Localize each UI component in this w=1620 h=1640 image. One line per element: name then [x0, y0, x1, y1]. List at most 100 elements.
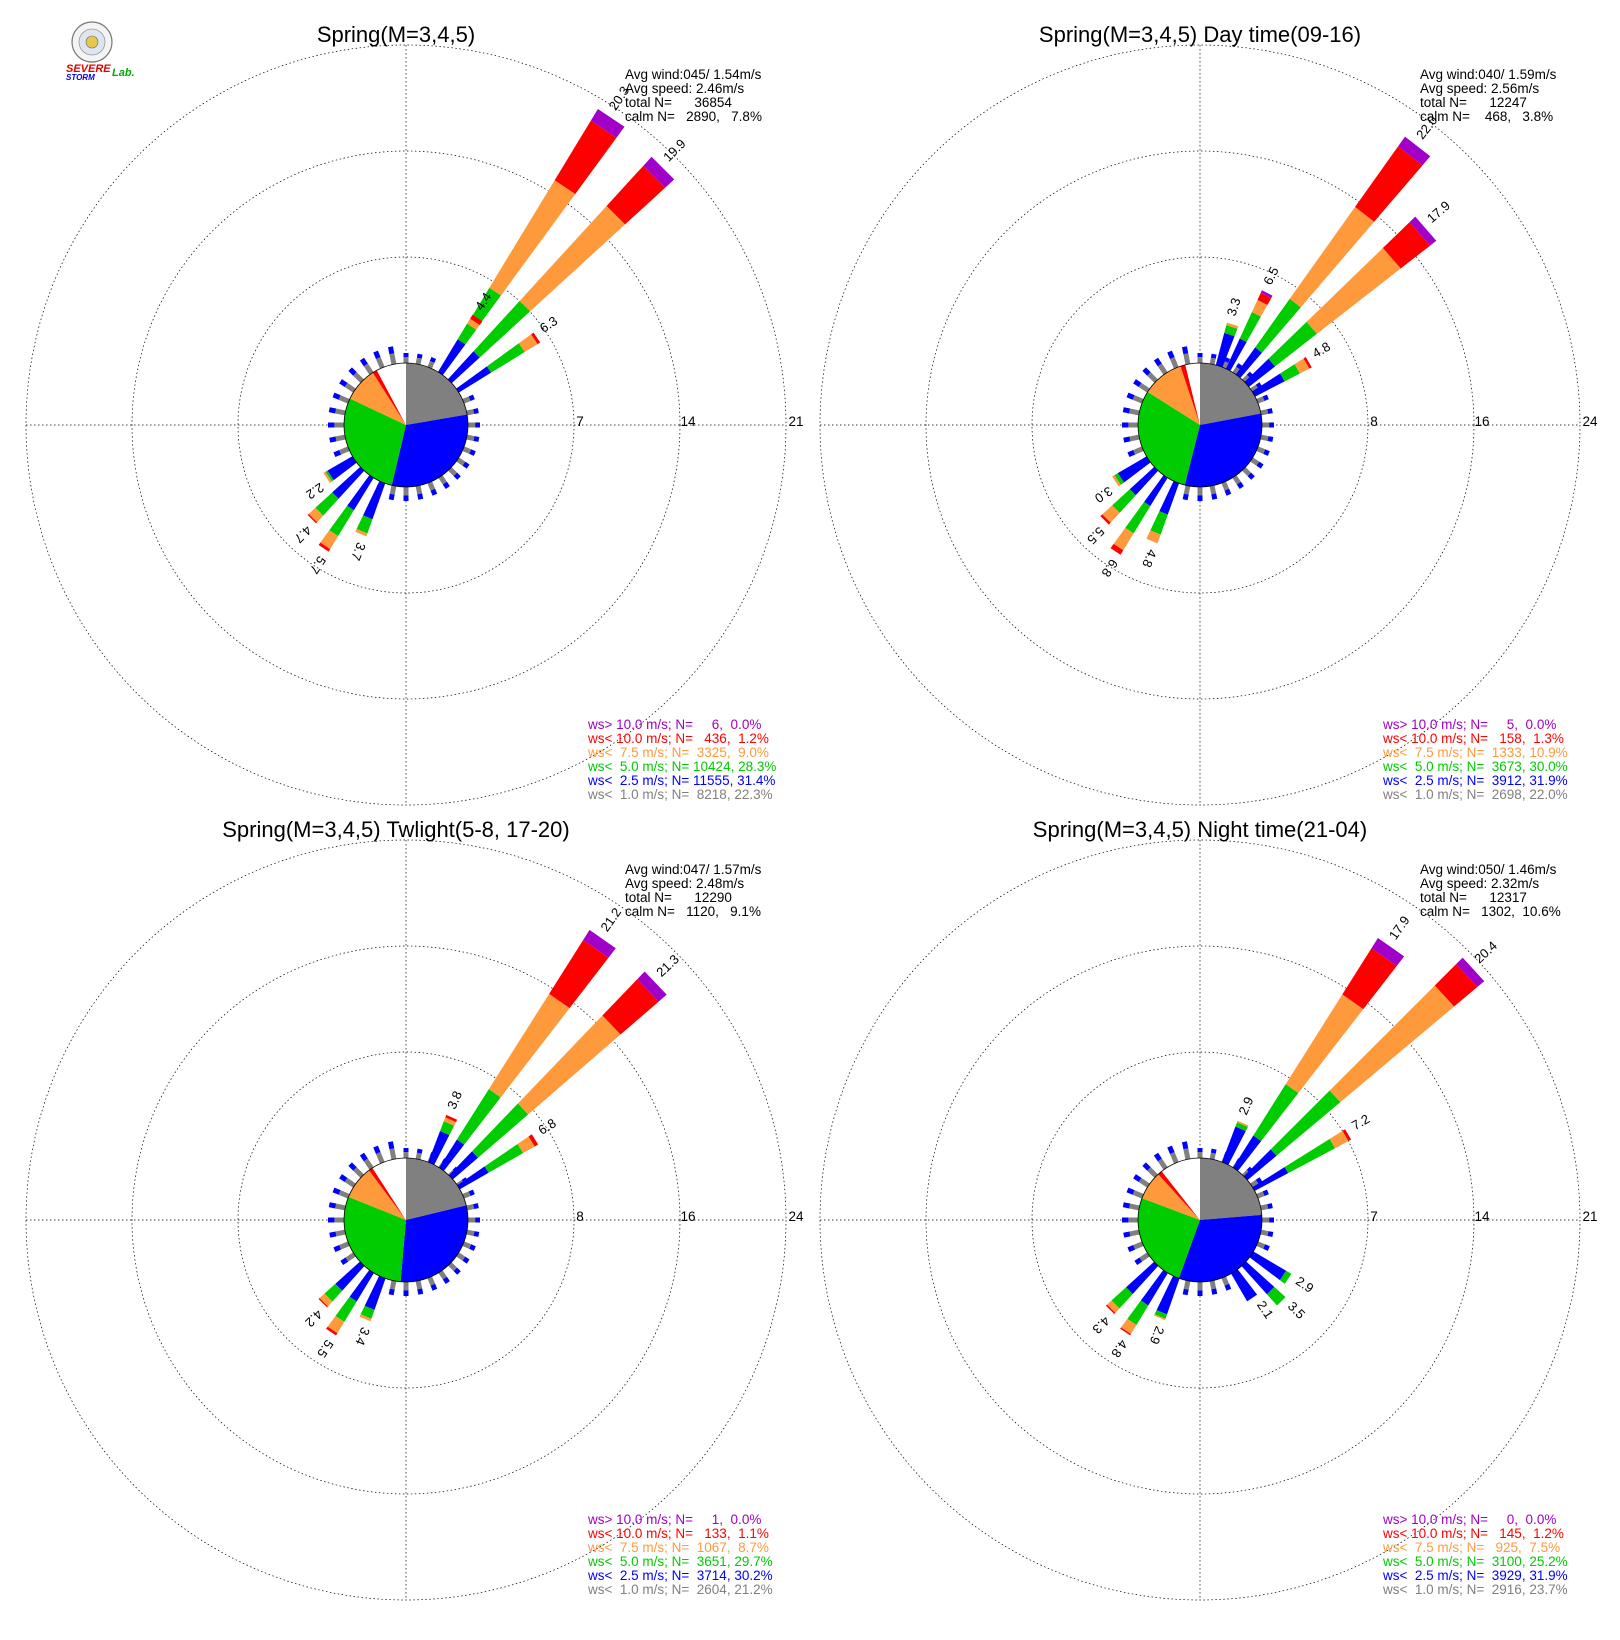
minor-spoke-inner	[1242, 374, 1251, 383]
minor-spoke-outer	[462, 461, 470, 469]
minor-spoke-inner	[1256, 1241, 1266, 1249]
speed-pie	[343, 1157, 469, 1283]
petal-segment	[1117, 456, 1151, 483]
pie-slice	[348, 1170, 406, 1220]
minor-spoke-inner	[1138, 1177, 1150, 1188]
petal-label: 17.9	[1386, 913, 1413, 942]
panel-stats: Avg wind:047/ 1.57m/s Avg speed: 2.48m/s…	[625, 862, 762, 919]
minor-spoke-outer	[1142, 367, 1151, 376]
minor-spoke-outer	[1153, 1152, 1162, 1162]
speed-pie	[1137, 362, 1263, 488]
pie-slice	[343, 398, 406, 486]
petal-label: 5.7	[307, 553, 330, 576]
minor-spoke-outer	[333, 1244, 342, 1252]
minor-spoke-inner	[1260, 1204, 1269, 1211]
minor-spoke-outer	[1262, 1189, 1269, 1196]
minor-spoke-inner	[1169, 357, 1179, 369]
petal-segment	[1260, 290, 1273, 299]
minor-spoke-inner	[427, 1276, 436, 1286]
minor-spoke-outer	[1123, 1231, 1131, 1238]
minor-spoke-inner	[1157, 1158, 1168, 1170]
minor-spoke-outer	[1267, 1231, 1274, 1237]
minor-spoke-inner	[375, 357, 385, 369]
petal-segment	[1102, 505, 1120, 523]
minor-spoke-inner	[1221, 481, 1230, 491]
stat-line: total N= 36854	[625, 95, 732, 110]
panel-legend: ws> 10.0 m/s; N= 1, 0.0% ws< 10.0 m/s; N…	[587, 1512, 773, 1597]
petal-label: 3.7	[348, 540, 369, 562]
petal-segment	[486, 343, 525, 373]
petal-segment	[438, 339, 466, 376]
stat-line: calm N= 2890, 7.8%	[625, 109, 762, 124]
minor-spoke-outer	[388, 493, 395, 501]
petal-segment	[583, 929, 616, 958]
petal-segment	[1329, 1130, 1349, 1149]
petal-segment	[1355, 146, 1423, 222]
petal-segment	[1105, 1304, 1116, 1315]
legend-entry-gt10: ws> 10.0 m/s; N= 6, 0.0%	[587, 717, 761, 732]
minor-spoke-inner	[363, 1158, 374, 1170]
minor-spoke-outer	[1142, 1162, 1151, 1171]
pie-outline	[343, 362, 469, 488]
minor-spoke-outer	[462, 1256, 470, 1264]
petal-segment	[456, 366, 492, 393]
petal-segment	[359, 1314, 372, 1322]
minor-spoke-outer	[348, 367, 357, 376]
petal-segment	[1241, 1261, 1275, 1295]
minor-spoke-outer	[1235, 363, 1243, 370]
legend-entry-gt10: ws> 10.0 m/s; N= 0, 0.0%	[1382, 1512, 1556, 1527]
ring-label: 8	[576, 1209, 584, 1224]
minor-spoke-inner	[1183, 1148, 1191, 1160]
petal-segment	[347, 475, 374, 511]
pie-slice	[1200, 1158, 1262, 1220]
petal-segment	[335, 1296, 357, 1322]
minor-spoke-inner	[462, 1241, 472, 1249]
petal-segment	[484, 1144, 524, 1173]
logo-text-severe: SEVERE	[66, 63, 111, 75]
panel-stats: Avg wind:045/ 1.54m/s Avg speed: 2.46m/s…	[625, 67, 762, 124]
petal-label: 6.8	[1099, 556, 1122, 579]
petal-label: 4.8	[1310, 339, 1333, 361]
minor-spoke-inner	[335, 1229, 346, 1237]
minor-spoke-outer	[1263, 1244, 1270, 1251]
windrose-panel-night: Spring(M=3,4,5) Night time(21-04) Avg wi…	[819, 817, 1598, 1601]
minor-spoke-inner	[389, 1280, 397, 1290]
minor-spoke-outer	[339, 379, 348, 388]
petal-segment	[307, 513, 318, 524]
stat-line: Avg wind:040/ 1.59m/s	[1420, 67, 1557, 82]
pie-slice	[1138, 391, 1200, 486]
petal-label: 3.3	[1224, 296, 1244, 318]
grid-ring	[131, 150, 681, 700]
petal-segment	[440, 1121, 455, 1136]
minor-spoke-outer	[1246, 371, 1254, 379]
minor-spoke-inner	[415, 1152, 422, 1160]
minor-spoke-outer	[416, 353, 423, 359]
petal-segment	[554, 120, 617, 194]
minor-spoke-inner	[462, 446, 472, 454]
petal-segment	[471, 1103, 529, 1158]
pie-slice	[368, 1167, 406, 1220]
petal-label: 3.4	[352, 1325, 373, 1347]
petal-segment	[1237, 1120, 1249, 1128]
minor-spoke-inner	[466, 1204, 475, 1211]
minor-spoke-outer	[1267, 436, 1274, 442]
minor-spoke-inner	[1147, 372, 1158, 383]
legend-entry-lt10: ws< 10.0 m/s; N= 436, 1.2%	[587, 731, 769, 746]
petal-segment	[1244, 358, 1276, 387]
stat-line: Avg speed: 2.56m/s	[1420, 81, 1539, 96]
ring-label: 16	[680, 1209, 695, 1224]
panel-legend: ws> 10.0 m/s; N= 6, 0.0% ws< 10.0 m/s; N…	[587, 717, 776, 802]
minor-spoke-outer	[1247, 472, 1255, 480]
minor-spoke-inner	[1250, 384, 1259, 393]
minor-spoke-outer	[1181, 1141, 1189, 1150]
minor-spoke-outer	[1182, 1288, 1189, 1296]
petal-segment	[517, 1015, 621, 1115]
petal-segment	[1156, 1275, 1180, 1315]
petal-segment	[1146, 530, 1161, 544]
legend-entry-lt1: ws< 1.0 m/s; N= 8218, 22.3%	[587, 787, 773, 802]
pie-slice	[391, 414, 468, 487]
pie-slice	[1184, 413, 1262, 487]
minor-spoke-inner	[1209, 485, 1217, 495]
logo-text-lab: Lab.	[112, 67, 135, 79]
minor-spoke-outer	[1127, 1244, 1136, 1252]
